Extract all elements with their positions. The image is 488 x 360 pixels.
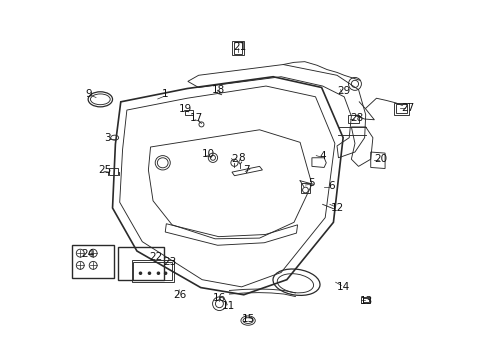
Text: 17: 17 bbox=[189, 113, 203, 123]
Text: 9: 9 bbox=[85, 89, 92, 99]
Text: 22: 22 bbox=[149, 252, 162, 262]
Bar bbox=[131, 260, 174, 282]
Text: 26: 26 bbox=[173, 291, 186, 301]
Text: 29: 29 bbox=[337, 86, 350, 96]
Text: 23: 23 bbox=[163, 257, 176, 267]
Bar bbox=[232, 41, 244, 55]
Text: 16: 16 bbox=[212, 293, 225, 303]
Text: 14: 14 bbox=[336, 282, 349, 292]
Bar bbox=[361, 297, 369, 303]
Bar bbox=[133, 262, 172, 280]
Text: 1: 1 bbox=[162, 89, 168, 99]
Text: 5: 5 bbox=[308, 178, 315, 188]
Text: 8: 8 bbox=[238, 153, 244, 163]
Text: 21: 21 bbox=[232, 42, 245, 51]
Text: 20: 20 bbox=[373, 154, 386, 164]
Text: 18: 18 bbox=[212, 85, 225, 95]
Text: 7: 7 bbox=[243, 165, 249, 175]
Text: 28: 28 bbox=[349, 113, 362, 123]
Bar bbox=[72, 245, 114, 278]
Text: 6: 6 bbox=[327, 181, 334, 192]
Text: 15: 15 bbox=[241, 314, 254, 324]
Bar bbox=[301, 183, 309, 193]
Bar bbox=[347, 116, 358, 123]
Circle shape bbox=[157, 272, 159, 274]
Bar bbox=[185, 110, 192, 116]
Bar bbox=[233, 42, 242, 54]
Bar bbox=[395, 104, 407, 113]
Bar bbox=[362, 298, 368, 302]
Circle shape bbox=[139, 272, 142, 274]
Text: 27: 27 bbox=[400, 103, 413, 113]
Text: 2: 2 bbox=[231, 154, 237, 164]
Text: 3: 3 bbox=[104, 133, 111, 143]
Text: 11: 11 bbox=[221, 301, 235, 311]
Text: 12: 12 bbox=[330, 203, 343, 213]
Text: 19: 19 bbox=[178, 104, 192, 114]
Bar bbox=[118, 247, 164, 280]
Text: 25: 25 bbox=[99, 165, 112, 175]
Text: 10: 10 bbox=[201, 149, 214, 159]
Text: 4: 4 bbox=[319, 150, 325, 161]
Text: 24: 24 bbox=[81, 248, 94, 258]
Text: 13: 13 bbox=[359, 296, 372, 306]
Bar bbox=[394, 103, 408, 115]
Circle shape bbox=[164, 272, 166, 274]
Bar bbox=[109, 168, 117, 175]
Circle shape bbox=[148, 272, 150, 274]
